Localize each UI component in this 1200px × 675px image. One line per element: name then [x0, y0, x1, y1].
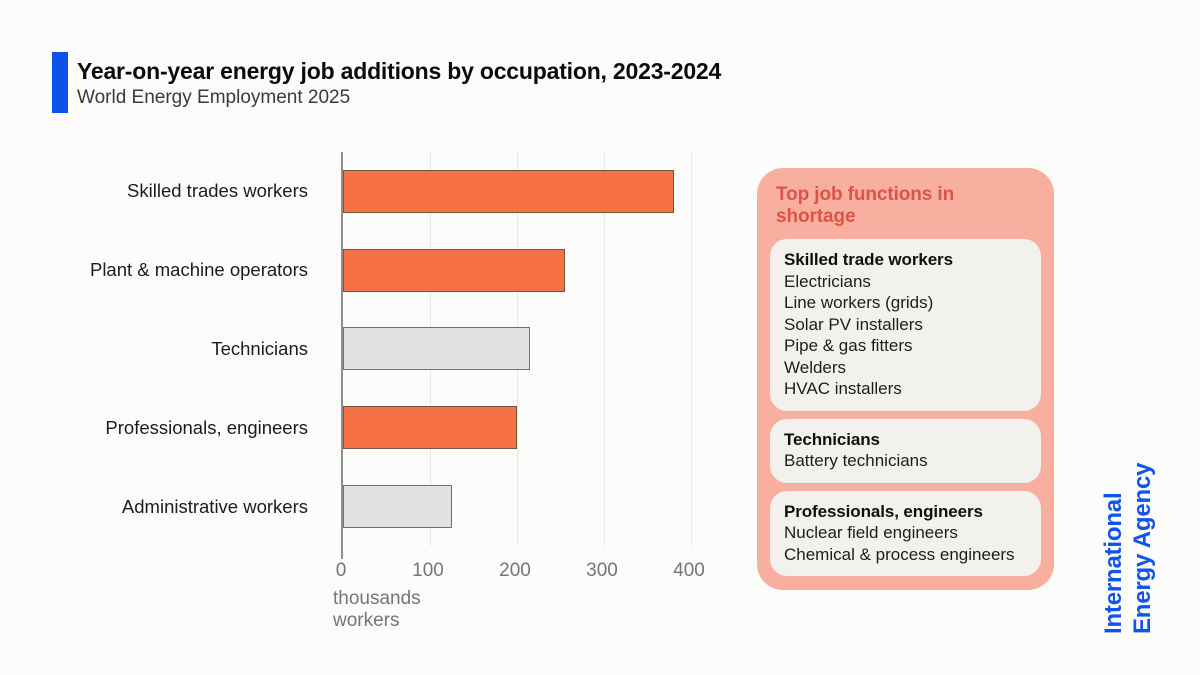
- tick-label: 200: [499, 560, 531, 581]
- category-label: Administrative workers: [121, 495, 308, 517]
- shortage-group-item: Nuclear field engineers: [784, 523, 958, 542]
- shortage-group-item: Solar PV installers: [784, 314, 923, 334]
- shortage-panel-title: Top job functions in shortage: [776, 184, 955, 227]
- category-label: Technicians: [211, 337, 308, 359]
- bar: [343, 327, 531, 371]
- bar: [343, 248, 565, 292]
- bar: [343, 485, 452, 529]
- shortage-group-item: Pipe & gas fitters: [784, 336, 913, 355]
- shortage-group-heading: Technicians: [784, 429, 880, 449]
- shortage-group-item: Electricians: [784, 271, 871, 291]
- shortage-group-item: Welders: [784, 357, 847, 377]
- shortage-panel: Top job functions in shortage Skilled tr…: [757, 168, 1054, 590]
- shortage-group-card: Skilled trade workers Electricians Line wo…: [770, 239, 1041, 411]
- shortage-group-heading: Skilled trade workers: [784, 250, 953, 269]
- page-subtitle: World Energy Employment 2025: [77, 87, 351, 108]
- bar: [343, 169, 674, 213]
- bar-row: [343, 388, 691, 467]
- tick-label: 0: [335, 560, 347, 581]
- shortage-group-item: HVAC installers: [784, 379, 902, 398]
- gridline: [604, 152, 605, 546]
- iea-logo-text: International Energy Agency: [1099, 446, 1161, 634]
- bar-row: [343, 467, 691, 546]
- page-title: Year-on-year energy job additions by occ…: [77, 58, 722, 84]
- category-label: Skilled trades workers: [127, 180, 308, 202]
- x-axis-ticks: 0 100 200 300 400: [336, 560, 705, 584]
- iea-logo-line2: Energy Agency: [1129, 462, 1156, 634]
- x-axis-label: thousands workers: [333, 588, 421, 631]
- shortage-group-item: Chemical & process engineers: [784, 544, 1015, 564]
- tick-label: 400: [673, 560, 705, 581]
- bar-rows: [343, 152, 691, 546]
- tick-label: 300: [586, 560, 618, 581]
- bar-row: [343, 152, 691, 231]
- category-label: Professionals, engineers: [105, 416, 308, 438]
- shortage-group-item: Line workers (grids): [784, 293, 934, 312]
- plot-area: [341, 152, 692, 559]
- tick-label: 100: [412, 560, 444, 581]
- bar: [343, 406, 517, 450]
- shortage-group-heading: Professionals, engineers: [784, 501, 983, 521]
- shortage-panel-groups: Skilled trade workers Electricians Line wo…: [770, 239, 1041, 576]
- bar-row: [343, 231, 691, 310]
- category-axis: Skilled trades workers Plant & machine op…: [60, 152, 308, 546]
- category-label: Plant & machine operators: [89, 259, 308, 281]
- title-accent-bar: [52, 52, 68, 113]
- zero-axis-tick: [341, 546, 343, 559]
- shortage-group-card: Technicians Battery technicians: [770, 418, 1041, 483]
- shortage-group-card: Professionals, engineers Nuclear field en…: [770, 490, 1041, 576]
- iea-logo-line1: International: [1100, 492, 1127, 634]
- gridline: [691, 152, 692, 546]
- bar-row: [343, 310, 691, 389]
- shortage-group-item: Battery technicians: [784, 451, 928, 470]
